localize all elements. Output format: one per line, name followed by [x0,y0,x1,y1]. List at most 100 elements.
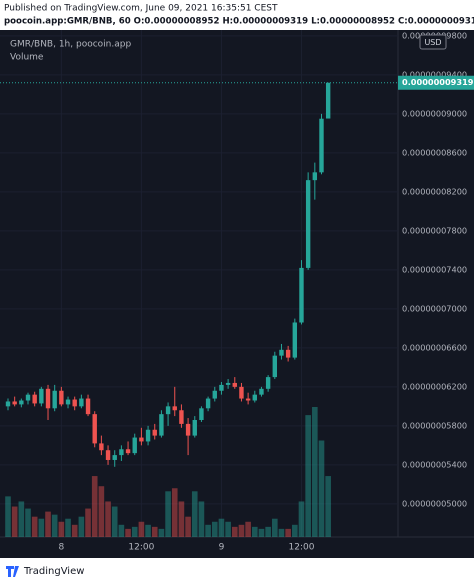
candle-body [225,382,231,385]
y-tick-label: 0.00000006600 [402,342,467,352]
volume-bar [298,501,305,537]
x-tick-label: 12:00 [128,543,154,553]
volume-bar [98,486,105,537]
chart-area [0,30,474,558]
volume-bar [245,521,251,537]
header-bar [0,0,474,30]
volume-bar [211,521,218,537]
candle-body [259,388,264,395]
volume-bar [138,521,145,537]
volume-bar [318,440,325,537]
candle-body [99,443,104,451]
x-tick-label: 12:00 [289,543,315,553]
volume-bar [11,506,18,537]
y-tick-label: 0.00000005800 [402,420,467,430]
candle-body [125,449,131,454]
candle-body [85,398,91,415]
candle-body [272,355,277,378]
candle-body [39,388,44,404]
candle-body [159,414,164,436]
volume-bar [38,518,45,537]
volume-bar [18,501,25,537]
chart-legend: GMR/BNB, 1h, poocoin.app [10,40,131,50]
candle-body [79,398,84,407]
candle-body [192,420,197,436]
candle-body [12,401,17,405]
candle-body [279,349,284,356]
volume-bar [278,528,285,537]
candle-body [92,414,97,444]
volume-bar [218,518,225,537]
volume-bar [25,508,31,537]
volume-bar [258,528,265,537]
volume-bar [78,516,85,537]
candle-body [312,172,318,181]
candle-body [319,118,324,173]
candle-body [292,322,298,358]
y-tick-label: 0.00000005000 [402,498,467,508]
volume-bar [91,476,98,537]
last-price-box [398,75,474,90]
candle-body [112,455,117,460]
candle-body [245,398,251,401]
volume-bar [71,524,78,537]
candle-body [139,437,144,442]
currency-box[interactable] [419,34,447,50]
currency-label[interactable]: USD [424,38,441,47]
candle-body [199,408,204,420]
candle-body [32,394,37,404]
y-tick-label: 0.00000008600 [402,147,467,157]
volume-bar [285,528,291,537]
candle-body [105,450,111,460]
y-tick-label: 0.00000006200 [402,381,467,391]
x-tick-label: 8 [58,543,64,553]
volume-bar [165,491,171,537]
volume-bar [85,508,91,537]
candle-body [172,406,177,411]
volume-bar [65,518,71,537]
candle-body [52,390,57,409]
candle-body [305,180,311,268]
y-tick-label: 0.00000009400 [402,69,467,79]
volume-bar [265,526,271,537]
volume-bar [205,524,211,537]
candle-body [299,267,304,323]
volume-bar [118,524,125,537]
volume-bar [5,496,11,537]
volume-bar [105,501,111,537]
symbol-line: poocoin.app:GMR/BNB, 60 O:0.00000008952 … [4,17,474,27]
y-tick-label: 0.00000007000 [402,303,467,313]
volume-bar [231,526,238,537]
footer-bar [0,558,474,583]
volume-bar [198,501,205,537]
published-text: Published on TradingView.com, June 09, 2… [4,4,278,14]
candle-body [232,382,237,387]
candle-body [265,377,271,389]
candle-body [45,388,51,409]
volume-bar [292,524,298,537]
volume-bar [171,488,178,537]
volume-bar [225,521,231,537]
candle-body [5,401,11,407]
candle-body [25,394,31,401]
volume-bar [58,521,65,537]
volume-bar [312,407,318,537]
y-tick-label: 0.00000005400 [402,459,467,469]
candle-body [179,410,184,424]
candle-body [152,429,157,436]
volume-bar [45,511,51,537]
volume-bar [51,514,58,537]
volume-bar [125,528,131,537]
volume-bar [158,528,165,537]
candle-body [119,449,124,456]
candle-body [19,400,24,405]
y-tick-label: 0.00000008200 [402,186,467,196]
volume-bar [272,518,278,537]
volume-bar [178,501,185,537]
volume-bar [251,526,258,537]
candle-body [59,390,64,405]
footer-brand[interactable]: TradingView [23,566,84,577]
logo-icon[interactable] [6,566,19,577]
candle-body [252,394,257,401]
